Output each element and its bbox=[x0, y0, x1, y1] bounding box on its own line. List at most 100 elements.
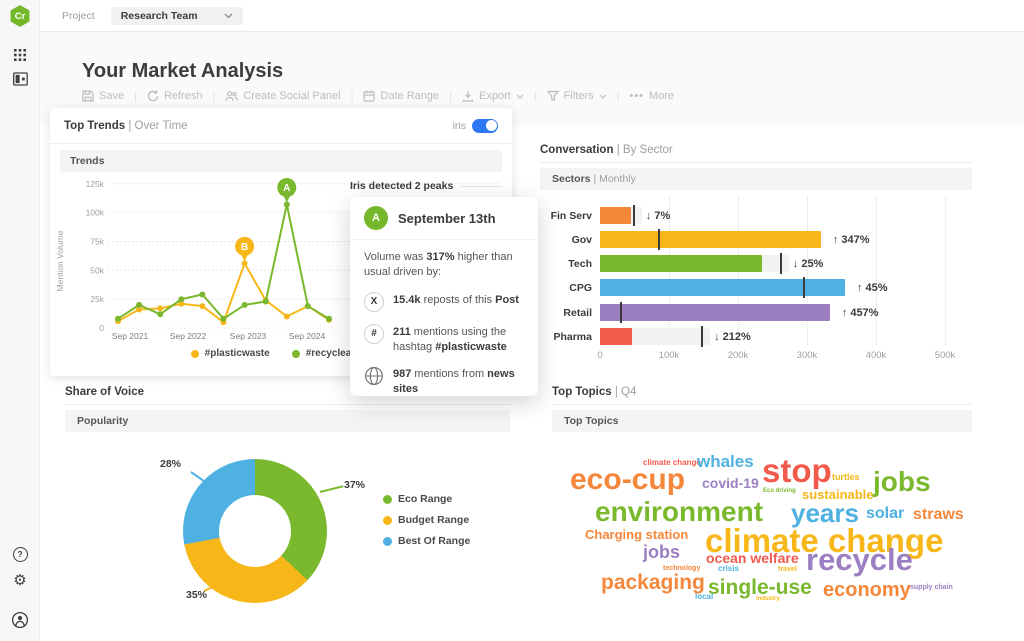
topic-word[interactable]: industry bbox=[756, 596, 780, 602]
topic-word[interactable]: climate change bbox=[705, 522, 944, 559]
more-button[interactable]: ••• More bbox=[629, 90, 675, 102]
data-point[interactable] bbox=[136, 301, 143, 308]
data-point[interactable] bbox=[220, 315, 227, 322]
topic-word[interactable]: crisis bbox=[718, 564, 739, 573]
topic-word[interactable]: supply chain bbox=[910, 584, 953, 591]
ellipsis-icon: ••• bbox=[629, 90, 645, 102]
sector-bar-Retail[interactable] bbox=[600, 304, 830, 321]
topic-word[interactable]: ocean welfare bbox=[706, 550, 799, 566]
chevron-down-icon bbox=[599, 94, 607, 99]
topic-word[interactable]: environment bbox=[595, 496, 764, 527]
trend-series-#recycleables[interactable] bbox=[117, 204, 330, 321]
topic-word[interactable]: local bbox=[695, 592, 714, 601]
trend-line-chart[interactable]: 0 25k 50k 75k 100k 125k Mention Volume Sep 2021… bbox=[50, 166, 512, 344]
top-trends-header: Top Trends | Over Time iris bbox=[50, 108, 512, 144]
help-icon[interactable]: ? bbox=[0, 543, 40, 565]
benchmark-marker bbox=[632, 205, 635, 226]
sector-bar-Gov[interactable] bbox=[600, 231, 821, 248]
conversation-section-header: Conversation | By Sector bbox=[540, 144, 972, 163]
popover-header: A September 13th bbox=[350, 197, 538, 240]
change-label: ↓ 25% bbox=[792, 258, 824, 270]
benchmark-marker bbox=[657, 229, 660, 250]
data-point[interactable] bbox=[199, 303, 206, 310]
sector-label-Fin Serv: Fin Serv bbox=[550, 210, 592, 222]
peak-pin-A[interactable] bbox=[277, 178, 297, 198]
gridline bbox=[945, 197, 946, 345]
chevron-down-icon bbox=[516, 94, 524, 99]
legend-item-Budget Range[interactable]: Budget Range bbox=[383, 514, 470, 526]
data-point[interactable] bbox=[326, 315, 332, 322]
filters-button[interactable]: Filters bbox=[546, 90, 607, 102]
sector-bar-CPG[interactable] bbox=[600, 279, 845, 296]
save-icon bbox=[82, 90, 94, 102]
sidebar: Cr ? ⚙ bbox=[0, 0, 40, 641]
data-point[interactable] bbox=[304, 303, 311, 310]
topic-word[interactable]: climate change bbox=[643, 458, 701, 467]
peak-pin-B[interactable] bbox=[235, 236, 255, 256]
donut-leader-line bbox=[319, 485, 344, 493]
data-point[interactable] bbox=[115, 315, 121, 322]
topic-word[interactable]: single-use bbox=[708, 576, 812, 599]
svg-text:0: 0 bbox=[99, 323, 104, 333]
create-social-panel-button[interactable]: Create Social Panel bbox=[225, 90, 341, 102]
legend-item-Eco Range[interactable]: Eco Range bbox=[383, 493, 470, 505]
sectors-panel-header: Sectors | Monthly bbox=[540, 168, 972, 190]
apps-grid-icon[interactable] bbox=[0, 44, 40, 66]
topic-word[interactable]: Charging station bbox=[585, 527, 689, 542]
topic-word[interactable]: whales bbox=[697, 452, 754, 471]
refresh-button[interactable]: Refresh bbox=[147, 90, 202, 102]
data-point[interactable] bbox=[157, 311, 164, 318]
peak-date: September 13th bbox=[398, 210, 496, 226]
legend-item-Best Of Range[interactable]: Best Of Range bbox=[383, 535, 470, 547]
topic-word[interactable]: covid-19 bbox=[702, 475, 759, 491]
save-button[interactable]: Save bbox=[82, 90, 124, 102]
legend-dot bbox=[291, 349, 300, 358]
legend-item-#plasticwaste[interactable]: #plasticwaste bbox=[190, 348, 270, 359]
iris-toggle[interactable] bbox=[472, 118, 498, 133]
topic-word[interactable]: eco-cup bbox=[570, 463, 686, 496]
settings-gear-icon[interactable]: ⚙ bbox=[13, 572, 27, 589]
account-icon[interactable] bbox=[0, 609, 40, 631]
sector-bar-Fin Serv[interactable] bbox=[600, 207, 632, 224]
topic-word[interactable]: jobs bbox=[873, 466, 931, 497]
peak-detail-popover: A September 13th Volume was 317% higher … bbox=[350, 197, 538, 396]
topic-word[interactable]: turtles bbox=[832, 472, 860, 482]
data-point[interactable] bbox=[178, 296, 185, 303]
legend-dot bbox=[383, 536, 392, 546]
data-point[interactable] bbox=[136, 306, 143, 313]
topic-word[interactable]: travel bbox=[778, 566, 797, 573]
topic-word[interactable]: straws bbox=[913, 506, 964, 523]
panel-toggle-icon[interactable] bbox=[0, 68, 40, 90]
sector-bar-Pharma[interactable] bbox=[600, 328, 633, 345]
topic-word[interactable]: sustainable bbox=[802, 487, 874, 502]
top-topics-section-header: Top Topics | Q4 bbox=[552, 386, 972, 405]
topic-word[interactable]: years bbox=[791, 498, 859, 528]
topic-word[interactable]: packaging bbox=[601, 571, 705, 594]
data-point[interactable] bbox=[178, 300, 185, 307]
filter-funnel-icon bbox=[546, 90, 559, 102]
topic-word[interactable]: technology bbox=[663, 565, 701, 572]
sector-label-Gov: Gov bbox=[571, 234, 592, 246]
data-point[interactable] bbox=[241, 260, 248, 267]
topic-word[interactable]: Eco driving bbox=[763, 488, 796, 494]
date-range-button[interactable]: Date Range bbox=[363, 90, 439, 102]
svg-text:125k: 125k bbox=[86, 179, 105, 189]
app-logo[interactable]: Cr bbox=[10, 5, 30, 27]
data-point[interactable] bbox=[283, 201, 290, 208]
project-select[interactable]: Research Team bbox=[110, 6, 243, 25]
sector-bar-Tech[interactable] bbox=[600, 255, 763, 272]
trend-series-#plasticwaste[interactable] bbox=[117, 261, 330, 324]
topic-word[interactable]: recycle bbox=[806, 542, 913, 577]
topic-word[interactable]: solar bbox=[866, 505, 905, 522]
export-button[interactable]: Export bbox=[462, 90, 524, 102]
topic-word[interactable]: stop bbox=[762, 452, 832, 489]
legend-item-#recycleables[interactable]: #recycleables bbox=[291, 348, 371, 359]
data-point[interactable] bbox=[157, 305, 164, 312]
data-point[interactable] bbox=[241, 301, 248, 308]
data-point[interactable] bbox=[199, 291, 206, 298]
topic-word[interactable]: jobs bbox=[643, 542, 681, 562]
data-point[interactable] bbox=[283, 313, 290, 320]
topic-word[interactable]: economy bbox=[823, 579, 911, 601]
topbar: Project Research Team bbox=[40, 0, 1024, 32]
data-point[interactable] bbox=[262, 298, 269, 305]
